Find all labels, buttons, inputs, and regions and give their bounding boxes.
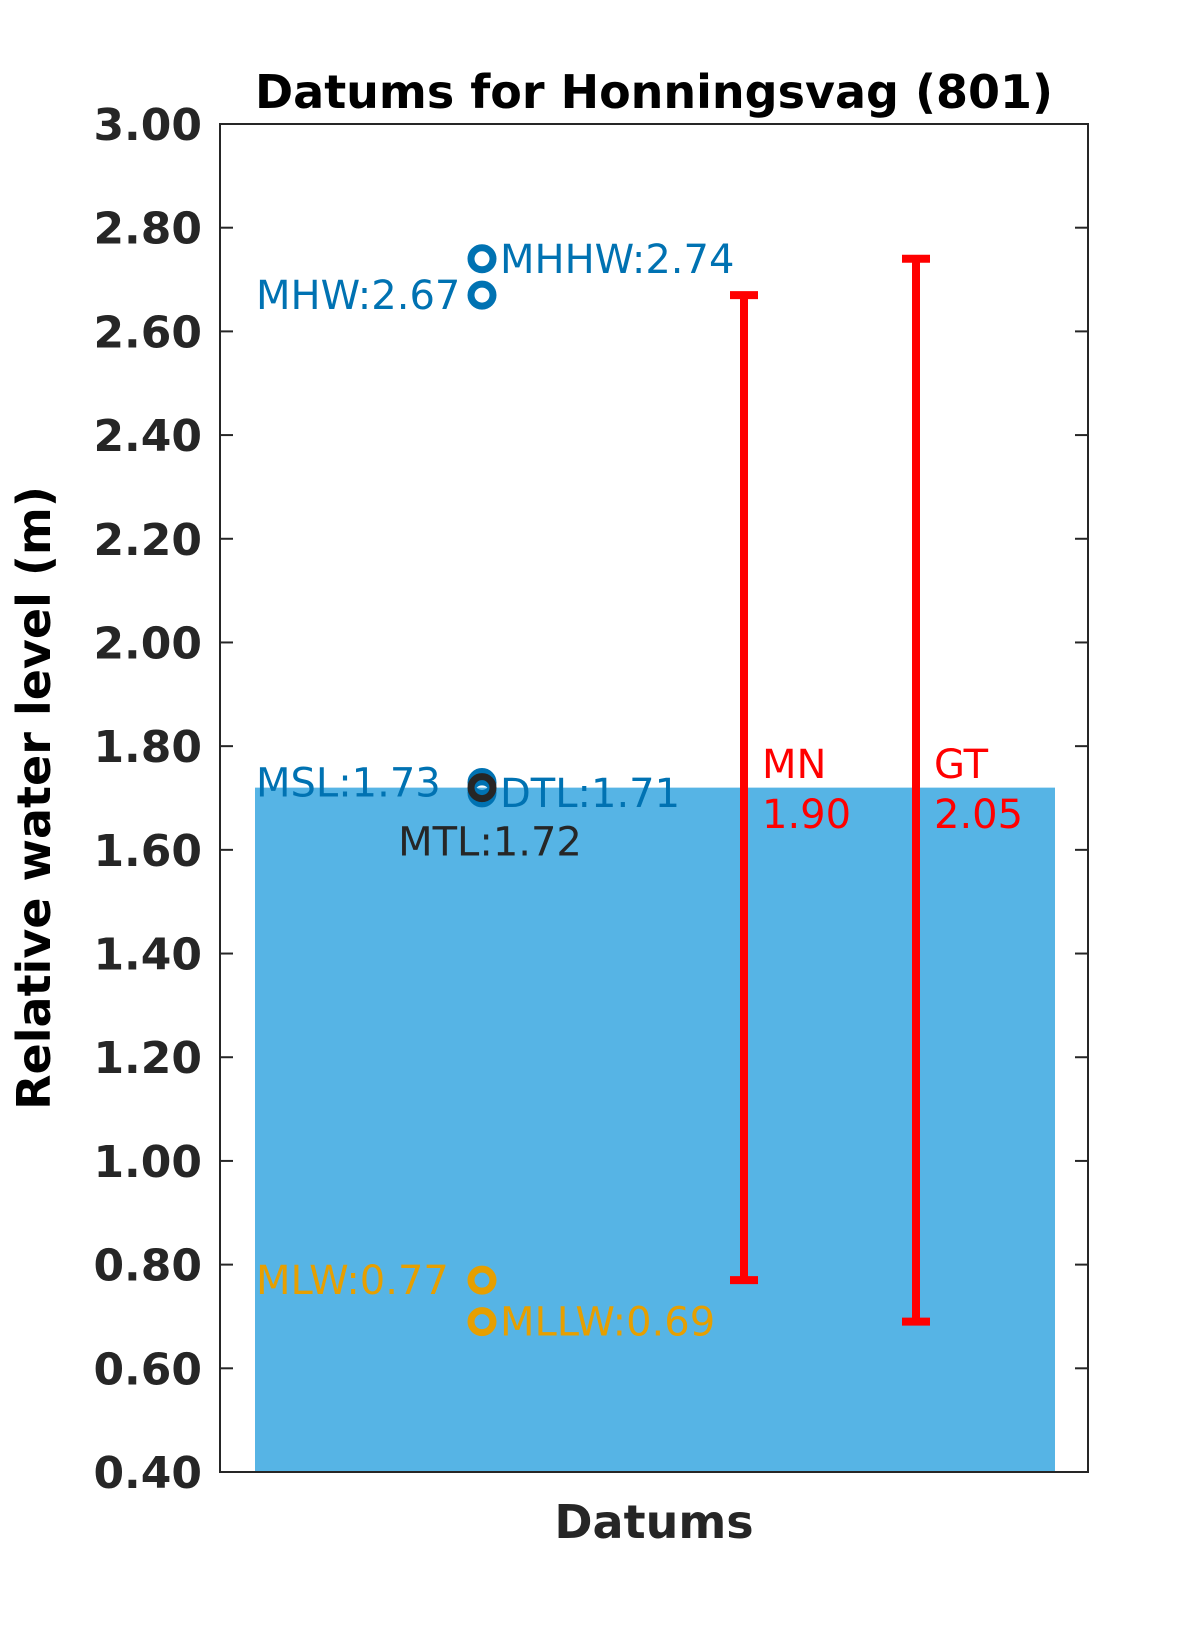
datum-label-mhhw: MHHW:2.74	[500, 237, 734, 283]
y-tick-label: 2.60	[93, 307, 202, 358]
y-tick-label: 3.00	[93, 100, 202, 151]
y-axis-title: Relative water level (m)	[7, 486, 61, 1110]
datum-label-mtl: MTL:1.72	[398, 820, 582, 866]
datum-marker-mhw	[467, 280, 497, 310]
datum-marker-mlw	[467, 1265, 497, 1295]
plot-frame	[219, 123, 1089, 1473]
datum-label-msl: MSL:1.73	[256, 760, 441, 806]
datum-label-mlw: MLW:0.77	[256, 1258, 449, 1304]
datum-label-dtl: DTL:1.71	[500, 771, 680, 817]
y-tick-label: 1.00	[93, 1137, 202, 1188]
y-tick-label: 1.40	[93, 930, 202, 981]
y-tick-label: 2.40	[93, 411, 202, 462]
y-tick-label: 1.20	[93, 1033, 202, 1084]
y-tick-label: 1.60	[93, 826, 202, 877]
datum-marker-mllw	[467, 1307, 497, 1337]
y-tick-label: 1.80	[93, 722, 202, 773]
y-tick-label: 0.40	[93, 1448, 202, 1499]
range-value-mn: 1.90	[762, 792, 851, 838]
mean-level-bar	[255, 787, 1055, 1472]
datum-label-mhw: MHW:2.67	[256, 273, 460, 319]
datum-label-mllw: MLLW:0.69	[500, 1300, 715, 1346]
x-axis-title: Datums	[554, 1495, 753, 1549]
datum-marker-mtl	[467, 773, 497, 803]
plot-area: MHHW:2.74 MHW:2.67 MSL:1.73 DTL:1.71MTL:1.7…	[255, 237, 1055, 1472]
y-tick-label: 2.80	[93, 204, 202, 255]
y-tick-label: 0.80	[93, 1241, 202, 1292]
axes: 0.40 0.60 0.80 1.00 1.20 1.40 1.60 1.80 2.00 2.20…	[93, 100, 1089, 1499]
range-name-gt: GT	[934, 742, 989, 788]
y-tick-label: 0.60	[93, 1344, 202, 1395]
datum-marker-mhhw	[467, 244, 497, 274]
range-name-mn: MN	[762, 742, 826, 788]
y-tick-label: 2.20	[93, 515, 202, 566]
y-tick-label: 2.00	[93, 618, 202, 669]
range-value-gt: 2.05	[934, 792, 1023, 838]
chart-title: Datums for Honningsvag (801)	[255, 65, 1053, 119]
